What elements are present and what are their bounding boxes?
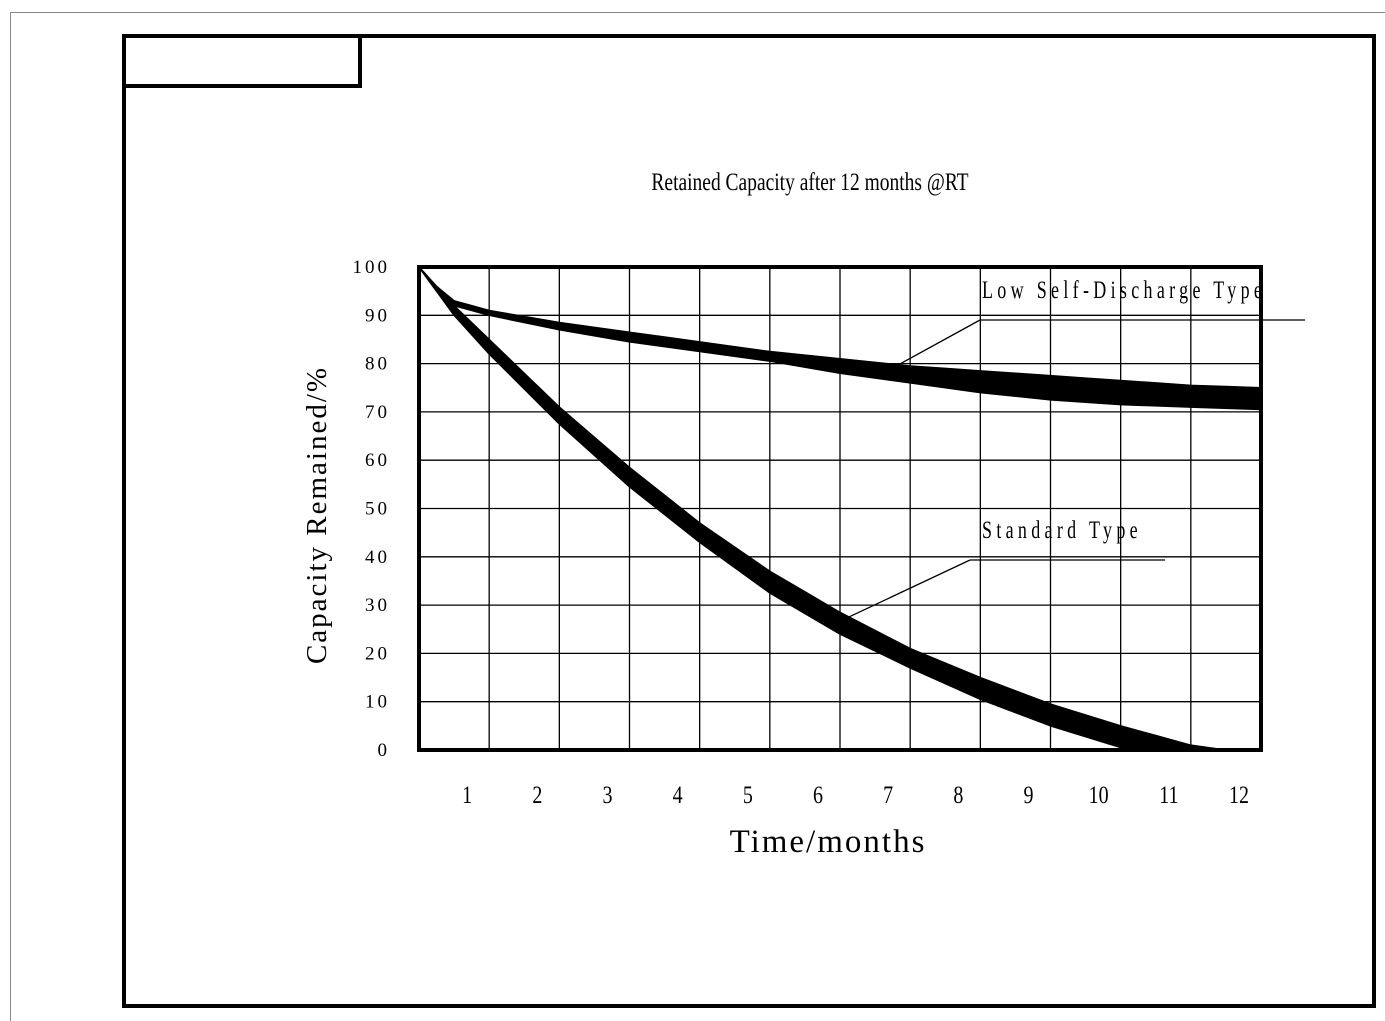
y-tick-labels: 0 10 20 30 40 50 60 70 80 90 100 [353, 257, 391, 761]
x-tick-label: 7 [883, 781, 893, 809]
annotation-arrowhead [840, 619, 854, 628]
annotation-pointer [839, 559, 971, 622]
x-tick-label: 3 [603, 781, 613, 809]
plot-area-border [417, 265, 1263, 752]
drawing-frame [122, 34, 1376, 1008]
y-tick-label: 20 [365, 643, 390, 664]
annotation-label: Low Self-Discharge Type [982, 276, 1266, 304]
x-tick-label: 1 [462, 781, 472, 809]
x-tick-labels: 1 2 3 4 5 6 7 8 9 10 11 12 [462, 781, 1249, 809]
annotation-arrowhead [889, 367, 904, 376]
band-standard [418, 266, 1262, 751]
x-tick-label: 5 [743, 781, 753, 809]
y-tick-label: 70 [365, 402, 390, 423]
x-tick-label: 6 [813, 781, 823, 809]
series-bands [418, 266, 1262, 751]
y-axis-label: Capacity Remained/% [301, 366, 333, 664]
y-tick-label: 80 [365, 354, 390, 375]
y-tick-label: 90 [365, 305, 390, 326]
x-axis-label: Time/months [730, 824, 927, 860]
y-tick-label: 100 [353, 257, 391, 278]
page-border [10, 12, 1385, 1021]
x-tick-label: 9 [1024, 781, 1034, 809]
x-tick-label: 11 [1159, 781, 1178, 809]
y-tick-label: 60 [365, 450, 390, 471]
x-tick-label: 8 [953, 781, 963, 809]
annotation-label: Standard Type [982, 516, 1142, 544]
x-tick-label: 12 [1229, 781, 1249, 809]
annotations: Low Self-Discharge Type Standard Type [839, 276, 1305, 628]
annotation-pointer [888, 319, 981, 371]
title-block-box [122, 34, 362, 88]
x-tick-label: 10 [1089, 781, 1109, 809]
x-tick-label: 2 [532, 781, 542, 809]
y-tick-label: 10 [365, 692, 390, 713]
y-tick-label: 30 [365, 595, 390, 616]
y-tick-label: 40 [365, 547, 390, 568]
band-low-self-discharge [418, 266, 1262, 411]
y-tick-label: 0 [378, 740, 391, 761]
y-tick-label: 50 [365, 499, 390, 520]
x-tick-label: 4 [673, 781, 683, 809]
grid [419, 267, 1261, 750]
chart-title: Retained Capacity after 12 months @RT [651, 168, 968, 196]
